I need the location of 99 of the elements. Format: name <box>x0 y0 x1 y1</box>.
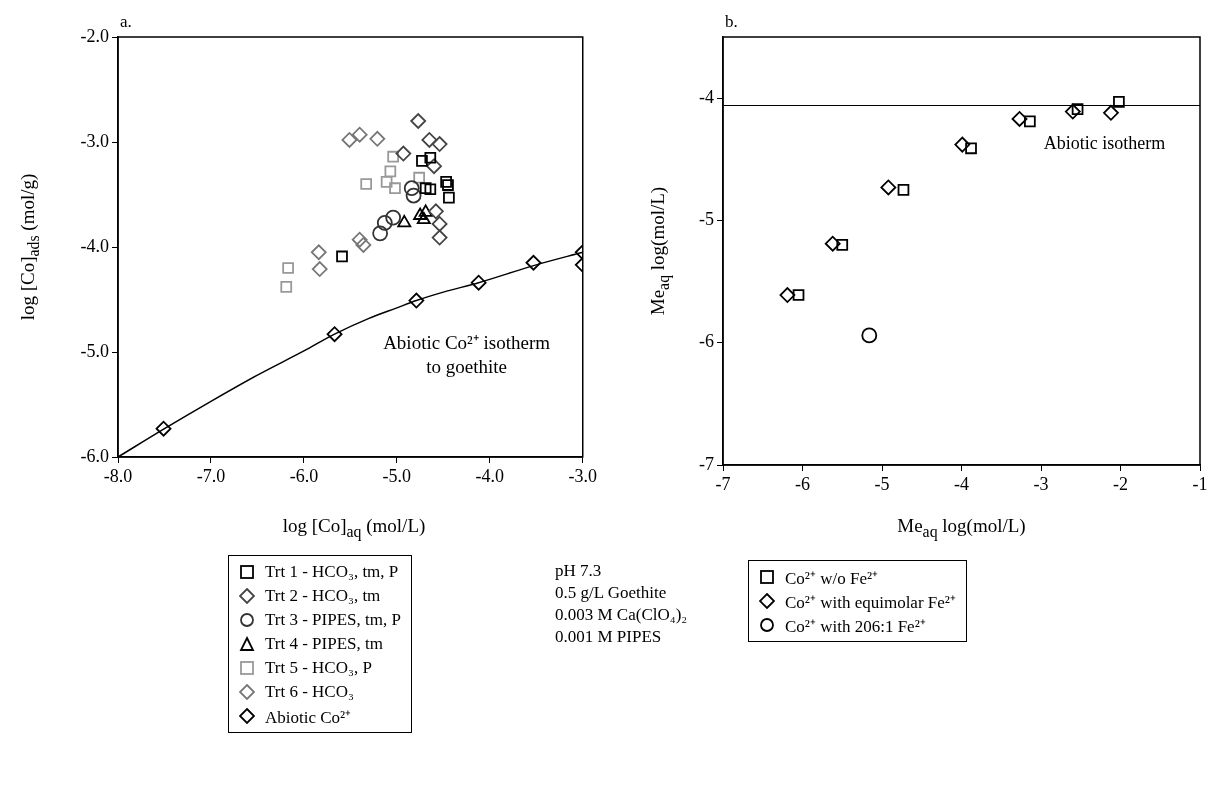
x-tick-label: -6.0 <box>289 465 319 486</box>
point <box>470 274 487 291</box>
point <box>431 216 448 232</box>
point <box>351 126 368 143</box>
y-tick-label: -5.0 <box>80 340 109 361</box>
point <box>1064 103 1081 120</box>
point <box>351 231 368 248</box>
legend-label: Co²⁺ with 206:1 Fe²⁺ <box>785 615 926 637</box>
x-axis-title: log [Co]$_{aq}$ (mol/L) <box>282 515 426 541</box>
x-tick-label: -8.0 <box>103 465 133 486</box>
x-tick-label: -7.0 <box>196 465 226 486</box>
x-tick-label: -4 <box>954 473 969 494</box>
point <box>403 180 420 197</box>
chart-title: a. <box>120 11 132 31</box>
legend-label: Trt 3 - PIPES, tm, P <box>265 610 401 630</box>
point <box>395 145 412 162</box>
x-axis-title: Me$_{aq}$ log(mol/L) <box>897 515 1026 541</box>
point <box>779 287 796 303</box>
point <box>326 326 343 343</box>
point <box>416 211 431 225</box>
point <box>427 203 444 220</box>
point <box>385 209 402 226</box>
point <box>424 151 437 164</box>
point <box>954 136 971 153</box>
point <box>418 204 433 217</box>
legend-label: Co²⁺ w/o Fe²⁺ <box>785 567 879 589</box>
x-tick-label: -1 <box>1192 473 1208 494</box>
legend-label: Trt 2 - HCO₃, tm <box>265 586 381 606</box>
point <box>416 155 428 167</box>
point <box>1071 103 1084 115</box>
y-tick-label: -5 <box>699 209 714 230</box>
y-tick-label: -2.0 <box>80 25 109 46</box>
point <box>355 237 372 253</box>
legend-label: Trt 6 - HCO₃ <box>265 682 354 702</box>
legend-label: Abiotic Co²⁺ <box>265 706 352 728</box>
point <box>880 179 897 196</box>
point <box>397 214 412 228</box>
point <box>1103 104 1119 121</box>
point <box>387 150 399 163</box>
x-tick-label: -2 <box>1113 473 1128 494</box>
point <box>426 158 442 175</box>
point <box>443 191 455 204</box>
ref-line-label: Abiotic isotherm <box>1043 133 1166 154</box>
point <box>1113 95 1125 108</box>
chart-title: b. <box>725 11 738 31</box>
legend-label: Trt 4 - PIPES, tm <box>265 634 383 654</box>
x-tick-label: -5 <box>874 473 890 494</box>
y-tick-label: -3.0 <box>80 130 109 151</box>
point <box>389 182 401 195</box>
text: 0.5 g/L Goethite <box>555 582 668 604</box>
point <box>380 176 393 188</box>
point <box>861 327 878 344</box>
point <box>336 250 348 263</box>
point <box>792 289 805 301</box>
point <box>836 239 849 251</box>
point <box>408 292 425 309</box>
point <box>431 229 448 246</box>
point <box>421 132 438 148</box>
x-tick-label: -7 <box>715 473 731 494</box>
point <box>897 184 910 196</box>
point <box>155 420 172 437</box>
x-tick-label: -3 <box>1033 473 1049 494</box>
legend-label: Trt 1 - HCO₃, tm, P <box>265 562 399 582</box>
point <box>384 165 397 178</box>
point <box>405 187 422 204</box>
point <box>413 207 428 220</box>
x-tick-label: -5.0 <box>382 465 412 486</box>
annotation: Abiotic Co²⁺ isotherm to goethite <box>383 332 551 378</box>
point <box>410 113 427 129</box>
y-tick-label: -4.0 <box>80 235 109 256</box>
point <box>376 214 393 231</box>
text: pH 7.3 <box>555 560 603 582</box>
point <box>965 142 977 155</box>
point <box>310 244 327 261</box>
y-tick-label: -6.0 <box>80 445 109 466</box>
text: 0.003 M Ca(ClO₄)₂ <box>555 604 688 626</box>
point <box>824 235 841 252</box>
point <box>1011 111 1028 127</box>
point <box>525 254 542 271</box>
legend-label: Co²⁺ with equimolar Fe²⁺ <box>785 591 956 613</box>
text: 0.001 M PIPES <box>555 626 663 648</box>
point <box>372 225 389 242</box>
point <box>1024 115 1036 128</box>
x-tick-label: -3.0 <box>568 465 597 486</box>
point <box>311 261 328 277</box>
point <box>280 281 293 293</box>
point <box>424 183 437 196</box>
point <box>282 262 294 274</box>
y-tick-label: -6 <box>699 331 714 352</box>
point <box>369 130 386 147</box>
x-tick-label: -6 <box>795 473 810 494</box>
point <box>341 132 358 148</box>
legend-label: Trt 5 - HCO₃, P <box>265 658 372 678</box>
point <box>419 182 432 195</box>
point <box>413 171 426 184</box>
x-tick-label: -4.0 <box>475 465 505 486</box>
point <box>431 136 448 152</box>
y-tick-label: -4 <box>699 86 714 107</box>
point <box>360 178 373 190</box>
